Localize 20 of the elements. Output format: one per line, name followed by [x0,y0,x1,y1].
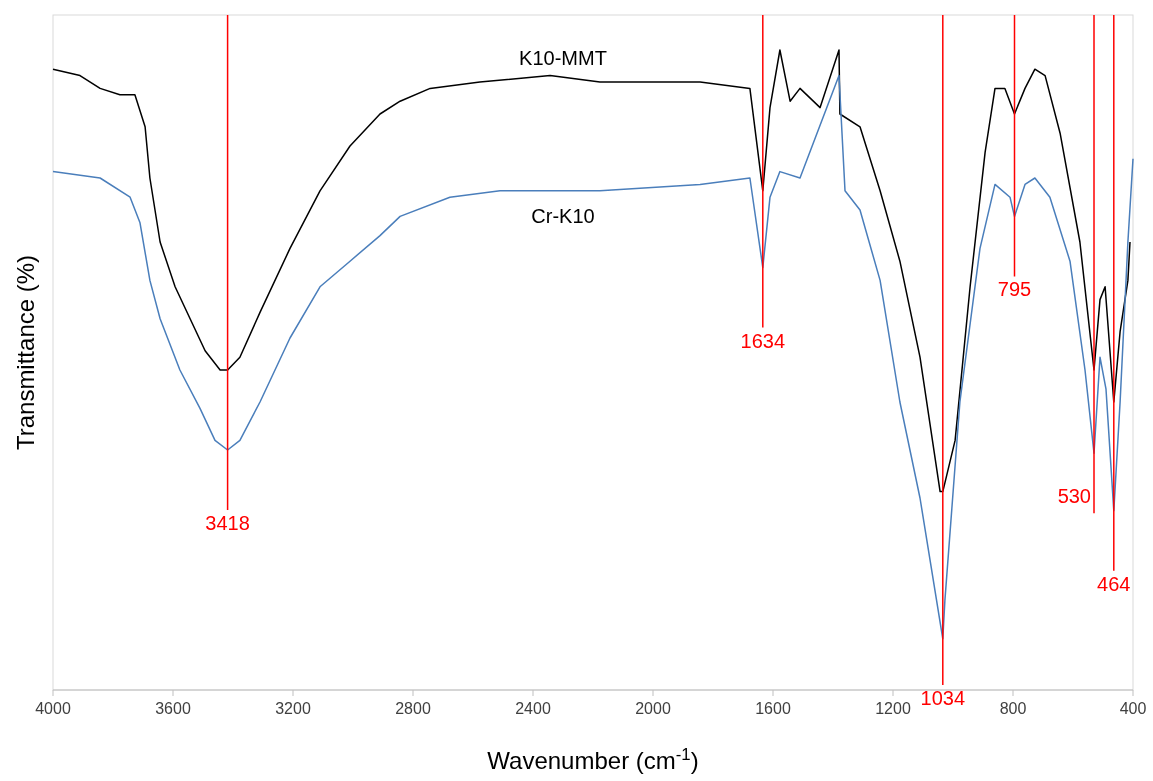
x-tick-label: 800 [999,700,1027,717]
y-axis-title: Transmittance (%) [12,254,39,451]
x-tick-label: 400 [1119,700,1147,717]
series-label: K10-MMT [519,47,607,70]
x-tick-label: 2000 [635,700,671,717]
x-tick-label: 3600 [155,700,191,717]
x-tick-label: 1600 [755,700,791,717]
ref-line-label: 464 [1097,572,1131,595]
ref-line-label: 3418 [205,512,250,534]
x-tick-label: 2400 [515,700,551,717]
x-tick-label: 1200 [875,700,911,717]
x-tick-label: 4000 [35,700,71,717]
ref-line-label: 530 [1057,485,1091,508]
ref-line-label: 1634 [740,329,786,352]
x-tick-label: 3200 [275,700,311,717]
ref-line-label: 1034 [920,687,966,709]
x-tick-label: 2800 [395,700,431,717]
x-axis-title: Wavenumber (cm$^{-1}$) [487,744,699,774]
ref-line-label: 795 [997,278,1032,301]
series-label: Cr-K10 [531,204,595,227]
